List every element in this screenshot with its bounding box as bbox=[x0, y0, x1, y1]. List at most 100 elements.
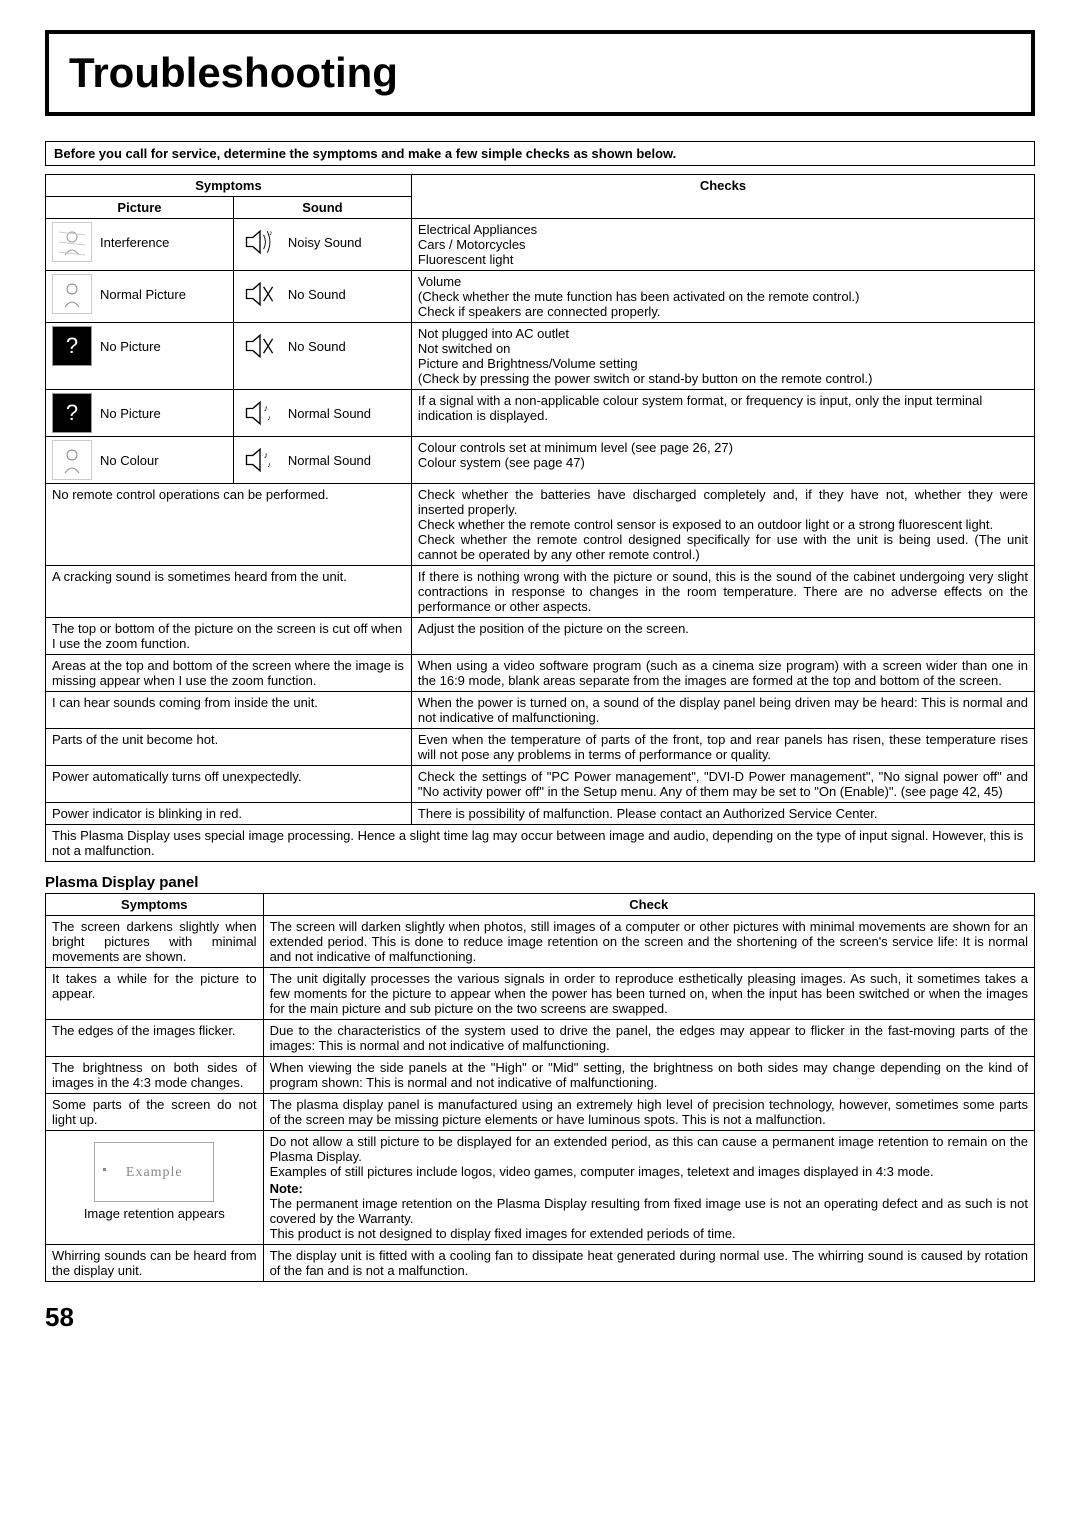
picture-header: Picture bbox=[46, 197, 234, 219]
svg-text:♪: ♪ bbox=[264, 450, 269, 460]
plasma-check-cell: Do not allow a still picture to be displ… bbox=[263, 1131, 1034, 1245]
picture-symptom-cell: ? No Picture bbox=[46, 390, 234, 437]
check-cell: Colour controls set at minimum level (se… bbox=[411, 437, 1034, 484]
text-check-cell: Check whether the batteries have dischar… bbox=[411, 484, 1034, 566]
plasma-check-text: The unit digitally processes the various… bbox=[270, 971, 1028, 1016]
normal-picture-icon bbox=[52, 274, 92, 314]
sound-symptom-cell: No Sound bbox=[233, 323, 411, 390]
text-check-cell: When using a video software program (suc… bbox=[411, 655, 1034, 692]
page-title: Troubleshooting bbox=[49, 49, 1031, 97]
plasma-symptom-text: Whirring sounds can be heard from the di… bbox=[52, 1248, 257, 1278]
picture-symptom-text: Interference bbox=[100, 235, 169, 250]
sound-symptom-cell: ♪♪ Normal Sound bbox=[233, 390, 411, 437]
sound-symptom-cell: ♪ Noisy Sound bbox=[233, 219, 411, 271]
plasma-check-text: The plasma display panel is manufactured… bbox=[270, 1097, 1028, 1127]
plasma-symptom-cell: It takes a while for the picture to appe… bbox=[46, 968, 264, 1020]
plasma-check-text: When viewing the side panels at the "Hig… bbox=[270, 1060, 1028, 1090]
normal-picture-icon bbox=[52, 440, 92, 480]
note-label: Note: bbox=[270, 1181, 1028, 1196]
plasma-check-cell: The screen will darken slightly when pho… bbox=[263, 916, 1034, 968]
plasma-symptom-text: It takes a while for the picture to appe… bbox=[52, 971, 257, 1001]
plasma-check-cell: The display unit is fitted with a coolin… bbox=[263, 1245, 1034, 1282]
picture-symptom-cell: ? No Picture bbox=[46, 323, 234, 390]
sound-symptom-cell: ♪♪ Normal Sound bbox=[233, 437, 411, 484]
picture-symptom-text: Normal Picture bbox=[100, 287, 186, 302]
plasma-symptom-text: Some parts of the screen do not light up… bbox=[52, 1097, 257, 1127]
check-cell: Electrical Appliances Cars / Motorcycles… bbox=[411, 219, 1034, 271]
picture-symptom-text: No Picture bbox=[100, 339, 161, 354]
note-text: The permanent image retention on the Pla… bbox=[270, 1196, 1028, 1241]
plasma-symptom-cell: The brightness on both sides of images i… bbox=[46, 1057, 264, 1094]
text-symptom-cell: No remote control operations can be perf… bbox=[46, 484, 412, 566]
text-check-cell: When the power is turned on, a sound of … bbox=[411, 692, 1034, 729]
text-symptom-cell: Parts of the unit become hot. bbox=[46, 729, 412, 766]
checks-header: Checks bbox=[411, 175, 1034, 219]
plasma-table: Symptoms Check The screen darkens slight… bbox=[45, 893, 1035, 1282]
plasma-symptom-cell: Whirring sounds can be heard from the di… bbox=[46, 1245, 264, 1282]
picture-symptom-cell: Interference bbox=[46, 219, 234, 271]
text-check-cell: Adjust the position of the picture on th… bbox=[411, 618, 1034, 655]
text-symptom-cell: A cracking sound is sometimes heard from… bbox=[46, 566, 412, 618]
sound-symptom-text: Normal Sound bbox=[288, 453, 371, 468]
text-symptom-cell: Power automatically turns off unexpected… bbox=[46, 766, 412, 803]
example-box: Example bbox=[94, 1142, 214, 1202]
plasma-check-cell: When viewing the side panels at the "Hig… bbox=[263, 1057, 1034, 1094]
interference-icon bbox=[52, 222, 92, 262]
plasma-section-title: Plasma Display panel bbox=[45, 874, 1035, 891]
plasma-symptom-text: The screen darkens slightly when bright … bbox=[52, 919, 257, 964]
check-cell: If a signal with a non-applicable colour… bbox=[411, 390, 1034, 437]
plasma-check-text: The display unit is fitted with a coolin… bbox=[270, 1248, 1028, 1278]
plasma-check-text: Due to the characteristics of the system… bbox=[270, 1023, 1028, 1053]
text-check-cell: Even when the temperature of parts of th… bbox=[411, 729, 1034, 766]
no-picture-icon: ? bbox=[52, 393, 92, 433]
speaker-icon bbox=[240, 326, 280, 366]
sound-symptom-text: No Sound bbox=[288, 287, 346, 302]
no-picture-icon: ? bbox=[52, 326, 92, 366]
svg-text:♪: ♪ bbox=[264, 403, 269, 413]
picture-symptom-text: No Colour bbox=[100, 453, 159, 468]
picture-symptom-cell: No Colour bbox=[46, 437, 234, 484]
plasma-check-text: Do not allow a still picture to be displ… bbox=[270, 1134, 1028, 1179]
text-check-cell: Check the settings of "PC Power manageme… bbox=[411, 766, 1034, 803]
text-symptom-cell: I can hear sounds coming from inside the… bbox=[46, 692, 412, 729]
plasma-check-cell: Due to the characteristics of the system… bbox=[263, 1020, 1034, 1057]
svg-text:♪: ♪ bbox=[269, 228, 273, 237]
speaker-icon: ♪♪ bbox=[240, 440, 280, 480]
sound-symptom-text: No Sound bbox=[288, 339, 346, 354]
speaker-icon: ♪ bbox=[240, 222, 280, 262]
speaker-icon: ♪♪ bbox=[240, 393, 280, 433]
plasma-check-text: The screen will darken slightly when pho… bbox=[270, 919, 1028, 964]
footnote: This Plasma Display uses special image p… bbox=[46, 825, 1035, 862]
sound-symptom-text: Normal Sound bbox=[288, 406, 371, 421]
speaker-icon bbox=[240, 274, 280, 314]
svg-text:♪: ♪ bbox=[267, 460, 271, 469]
sound-header: Sound bbox=[233, 197, 411, 219]
plasma-symptom-text: The brightness on both sides of images i… bbox=[52, 1060, 257, 1090]
page-number: 58 bbox=[45, 1302, 1035, 1333]
plasma-symptoms-header: Symptoms bbox=[46, 894, 264, 916]
sound-symptom-text: Noisy Sound bbox=[288, 235, 362, 250]
sound-symptom-cell: No Sound bbox=[233, 271, 411, 323]
plasma-check-cell: The unit digitally processes the various… bbox=[263, 968, 1034, 1020]
plasma-check-cell: The plasma display panel is manufactured… bbox=[263, 1094, 1034, 1131]
check-cell: Volume (Check whether the mute function … bbox=[411, 271, 1034, 323]
intro-text: Before you call for service, determine t… bbox=[45, 141, 1035, 166]
title-frame: Troubleshooting bbox=[45, 30, 1035, 116]
plasma-symptom-cell: Some parts of the screen do not light up… bbox=[46, 1094, 264, 1131]
plasma-check-header: Check bbox=[263, 894, 1034, 916]
text-check-cell: If there is nothing wrong with the pictu… bbox=[411, 566, 1034, 618]
plasma-symptom-cell: The edges of the images flicker. bbox=[46, 1020, 264, 1057]
plasma-symptom-text: The edges of the images flicker. bbox=[52, 1023, 236, 1038]
text-check-cell: There is possibility of malfunction. Ple… bbox=[411, 803, 1034, 825]
picture-symptom-cell: Normal Picture bbox=[46, 271, 234, 323]
troubleshooting-table: Symptoms Checks Picture Sound Interferen… bbox=[45, 174, 1035, 862]
check-cell: Not plugged into AC outlet Not switched … bbox=[411, 323, 1034, 390]
text-symptom-cell: Power indicator is blinking in red. bbox=[46, 803, 412, 825]
text-symptom-cell: Areas at the top and bottom of the scree… bbox=[46, 655, 412, 692]
plasma-symptom-cell: The screen darkens slightly when bright … bbox=[46, 916, 264, 968]
text-symptom-cell: The top or bottom of the picture on the … bbox=[46, 618, 412, 655]
plasma-symptom-cell: ExampleImage retention appears bbox=[46, 1131, 264, 1245]
symptoms-header: Symptoms bbox=[46, 175, 412, 197]
svg-text:♪: ♪ bbox=[267, 413, 271, 422]
picture-symptom-text: No Picture bbox=[100, 406, 161, 421]
